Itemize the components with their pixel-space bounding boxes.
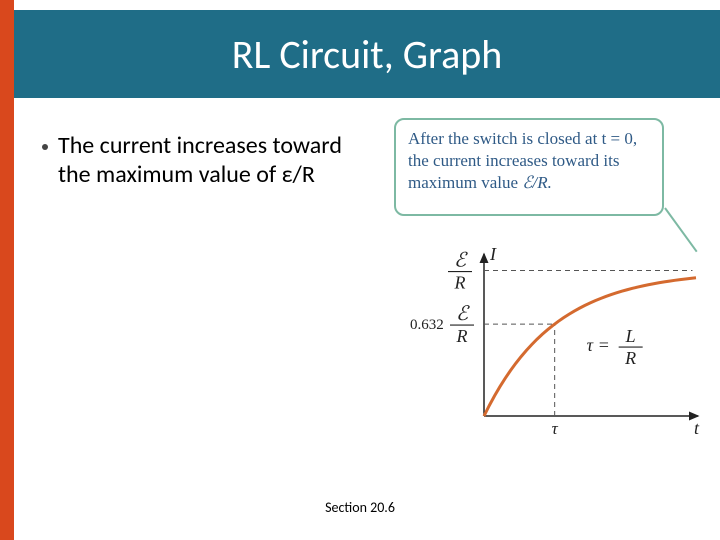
tau-eq-bottom: R (624, 348, 636, 368)
title-band: RL Circuit, Graph (14, 10, 720, 98)
callout-box: After the switch is closed at t = 0, the… (394, 118, 664, 216)
figure: After the switch is closed at t = 0, the… (380, 118, 720, 458)
chart: ItℰR0.632ℰRττ =LR (394, 244, 706, 444)
tau-eq-lhs: τ = (587, 335, 610, 355)
bullet-item: The current increases toward the maximum… (42, 132, 352, 190)
slide-title: RL Circuit, Graph (232, 30, 503, 79)
callout-line3-sym: ℰ/R. (522, 173, 552, 192)
mid-label-coef: 0.632 (410, 317, 444, 333)
axis-label-y: I (489, 244, 497, 264)
axis-label-x: t (694, 418, 700, 438)
mid-label-bottom: R (456, 326, 468, 346)
tau-eq-top: L (625, 326, 636, 346)
callout-line1-suffix: the current (408, 151, 481, 170)
bullet-dot-icon (42, 144, 48, 150)
tau-label: τ (552, 419, 559, 438)
callout-line1-prefix: After the switch is closed (408, 129, 581, 148)
callout-line2: increases toward its (485, 151, 619, 170)
callout-line3-prefix: maximum value (408, 173, 522, 192)
asymptote-label-bottom: R (454, 273, 466, 293)
asymptote-label-top: ℰ (454, 250, 468, 272)
bullet-text: The current increases toward the maximum… (58, 132, 352, 190)
mid-label-top: ℰ (456, 303, 470, 325)
chart-svg: ItℰR0.632ℰRττ =LR (394, 244, 706, 444)
bullet-list: The current increases toward the maximum… (42, 132, 352, 190)
accent-bar (0, 0, 14, 540)
callout-line1-t: at t = 0, (585, 129, 637, 148)
footer-section: Section 20.6 (0, 499, 720, 516)
